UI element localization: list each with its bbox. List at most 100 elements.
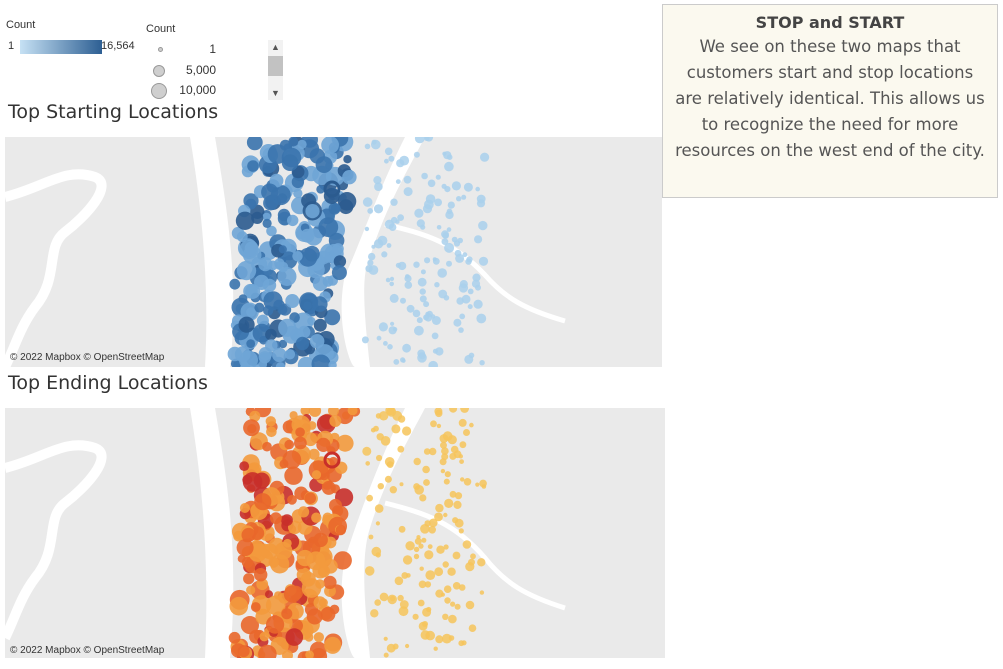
location-circle[interactable] bbox=[268, 557, 280, 568]
location-circle[interactable] bbox=[401, 358, 406, 363]
location-circle[interactable] bbox=[277, 193, 288, 204]
location-circle[interactable] bbox=[383, 652, 389, 658]
location-circle[interactable] bbox=[274, 591, 283, 600]
location-circle[interactable] bbox=[378, 322, 388, 332]
location-circle[interactable] bbox=[364, 226, 370, 232]
location-circle[interactable] bbox=[458, 418, 467, 427]
location-circle[interactable] bbox=[389, 281, 395, 287]
location-circle[interactable] bbox=[443, 512, 448, 518]
location-circle[interactable] bbox=[293, 188, 303, 199]
location-circle[interactable] bbox=[320, 606, 336, 622]
location-circle[interactable] bbox=[309, 641, 327, 658]
location-circle[interactable] bbox=[385, 408, 395, 416]
location-circle[interactable] bbox=[333, 551, 352, 570]
location-circle[interactable] bbox=[440, 441, 447, 449]
scroll-down-arrow-icon[interactable]: ▼ bbox=[271, 88, 280, 98]
location-circle[interactable] bbox=[461, 640, 467, 646]
location-circle[interactable] bbox=[459, 441, 467, 449]
location-circle[interactable] bbox=[266, 225, 277, 237]
location-circle[interactable] bbox=[442, 633, 452, 644]
location-circle[interactable] bbox=[262, 218, 272, 228]
location-circle[interactable] bbox=[318, 217, 339, 237]
location-circle[interactable] bbox=[386, 243, 392, 248]
location-circle[interactable] bbox=[373, 204, 384, 214]
location-circle[interactable] bbox=[443, 478, 450, 485]
location-circle[interactable] bbox=[342, 170, 357, 185]
location-circle[interactable] bbox=[433, 646, 438, 651]
location-circle[interactable] bbox=[269, 173, 284, 188]
location-circle[interactable] bbox=[413, 151, 420, 158]
location-circle[interactable] bbox=[435, 347, 444, 356]
location-circle[interactable] bbox=[285, 628, 304, 646]
location-circle[interactable] bbox=[337, 192, 357, 211]
location-circle[interactable] bbox=[444, 471, 451, 478]
location-circle[interactable] bbox=[383, 341, 388, 346]
location-circle[interactable] bbox=[311, 354, 331, 368]
location-circle[interactable] bbox=[374, 182, 383, 191]
location-circle[interactable] bbox=[413, 546, 420, 553]
location-circle[interactable] bbox=[406, 573, 411, 578]
location-circle[interactable] bbox=[478, 256, 489, 266]
location-circle[interactable] bbox=[297, 139, 307, 150]
location-circle[interactable] bbox=[277, 208, 291, 222]
location-circle[interactable] bbox=[383, 636, 388, 641]
location-circle[interactable] bbox=[429, 518, 438, 528]
location-circle[interactable] bbox=[418, 580, 427, 589]
location-circle[interactable] bbox=[469, 422, 474, 428]
location-circle[interactable] bbox=[258, 644, 277, 658]
location-circle[interactable] bbox=[429, 447, 437, 456]
location-circle[interactable] bbox=[256, 578, 269, 591]
location-circle[interactable] bbox=[285, 294, 300, 308]
location-circle[interactable] bbox=[418, 621, 428, 631]
location-circle[interactable] bbox=[243, 193, 259, 209]
location-circle[interactable] bbox=[294, 436, 307, 450]
location-circle[interactable] bbox=[459, 313, 466, 320]
location-circle[interactable] bbox=[455, 253, 465, 263]
location-circle[interactable] bbox=[423, 301, 430, 308]
location-circle[interactable] bbox=[417, 599, 425, 607]
location-circle[interactable] bbox=[272, 347, 287, 363]
location-circle[interactable] bbox=[324, 636, 342, 654]
location-circle[interactable] bbox=[423, 448, 431, 455]
location-circle[interactable] bbox=[336, 434, 354, 452]
location-circle[interactable] bbox=[470, 553, 476, 560]
location-circle[interactable] bbox=[402, 343, 411, 353]
location-circle[interactable] bbox=[424, 581, 432, 588]
location-circle[interactable] bbox=[263, 291, 283, 311]
location-circle[interactable] bbox=[453, 500, 462, 509]
location-circle[interactable] bbox=[395, 262, 401, 268]
location-circle[interactable] bbox=[250, 602, 261, 612]
location-circle[interactable] bbox=[237, 645, 250, 658]
location-circle[interactable] bbox=[388, 326, 397, 335]
location-circle[interactable] bbox=[405, 541, 415, 551]
location-circle[interactable] bbox=[318, 598, 328, 608]
location-circle[interactable] bbox=[450, 601, 456, 607]
location-circle[interactable] bbox=[418, 352, 426, 360]
location-circle[interactable] bbox=[281, 154, 299, 171]
location-circle[interactable] bbox=[450, 445, 459, 454]
location-circle[interactable] bbox=[406, 304, 415, 313]
location-circle[interactable] bbox=[361, 336, 369, 344]
location-circle[interactable] bbox=[476, 313, 487, 324]
location-circle[interactable] bbox=[309, 334, 325, 349]
location-circle[interactable] bbox=[399, 600, 409, 609]
location-circle[interactable] bbox=[397, 214, 404, 221]
highlight-ring-marker[interactable] bbox=[323, 451, 341, 469]
location-circle[interactable] bbox=[435, 503, 444, 513]
location-circle[interactable] bbox=[331, 265, 347, 281]
location-circle[interactable] bbox=[315, 579, 325, 589]
location-circle[interactable] bbox=[400, 297, 406, 304]
location-circle[interactable] bbox=[282, 450, 302, 470]
location-circle[interactable] bbox=[460, 477, 465, 482]
location-circle[interactable] bbox=[343, 155, 352, 164]
location-circle[interactable] bbox=[445, 210, 454, 220]
location-circle[interactable] bbox=[292, 251, 303, 262]
location-circle[interactable] bbox=[397, 594, 404, 602]
location-circle[interactable] bbox=[281, 608, 293, 620]
location-circle[interactable] bbox=[467, 288, 474, 295]
map-attribution[interactable]: © 2022 Mapbox © OpenStreetMap bbox=[10, 352, 165, 363]
location-circle[interactable] bbox=[459, 459, 464, 464]
location-circle[interactable] bbox=[390, 198, 398, 206]
location-circle[interactable] bbox=[442, 613, 449, 620]
location-circle[interactable] bbox=[444, 498, 454, 508]
